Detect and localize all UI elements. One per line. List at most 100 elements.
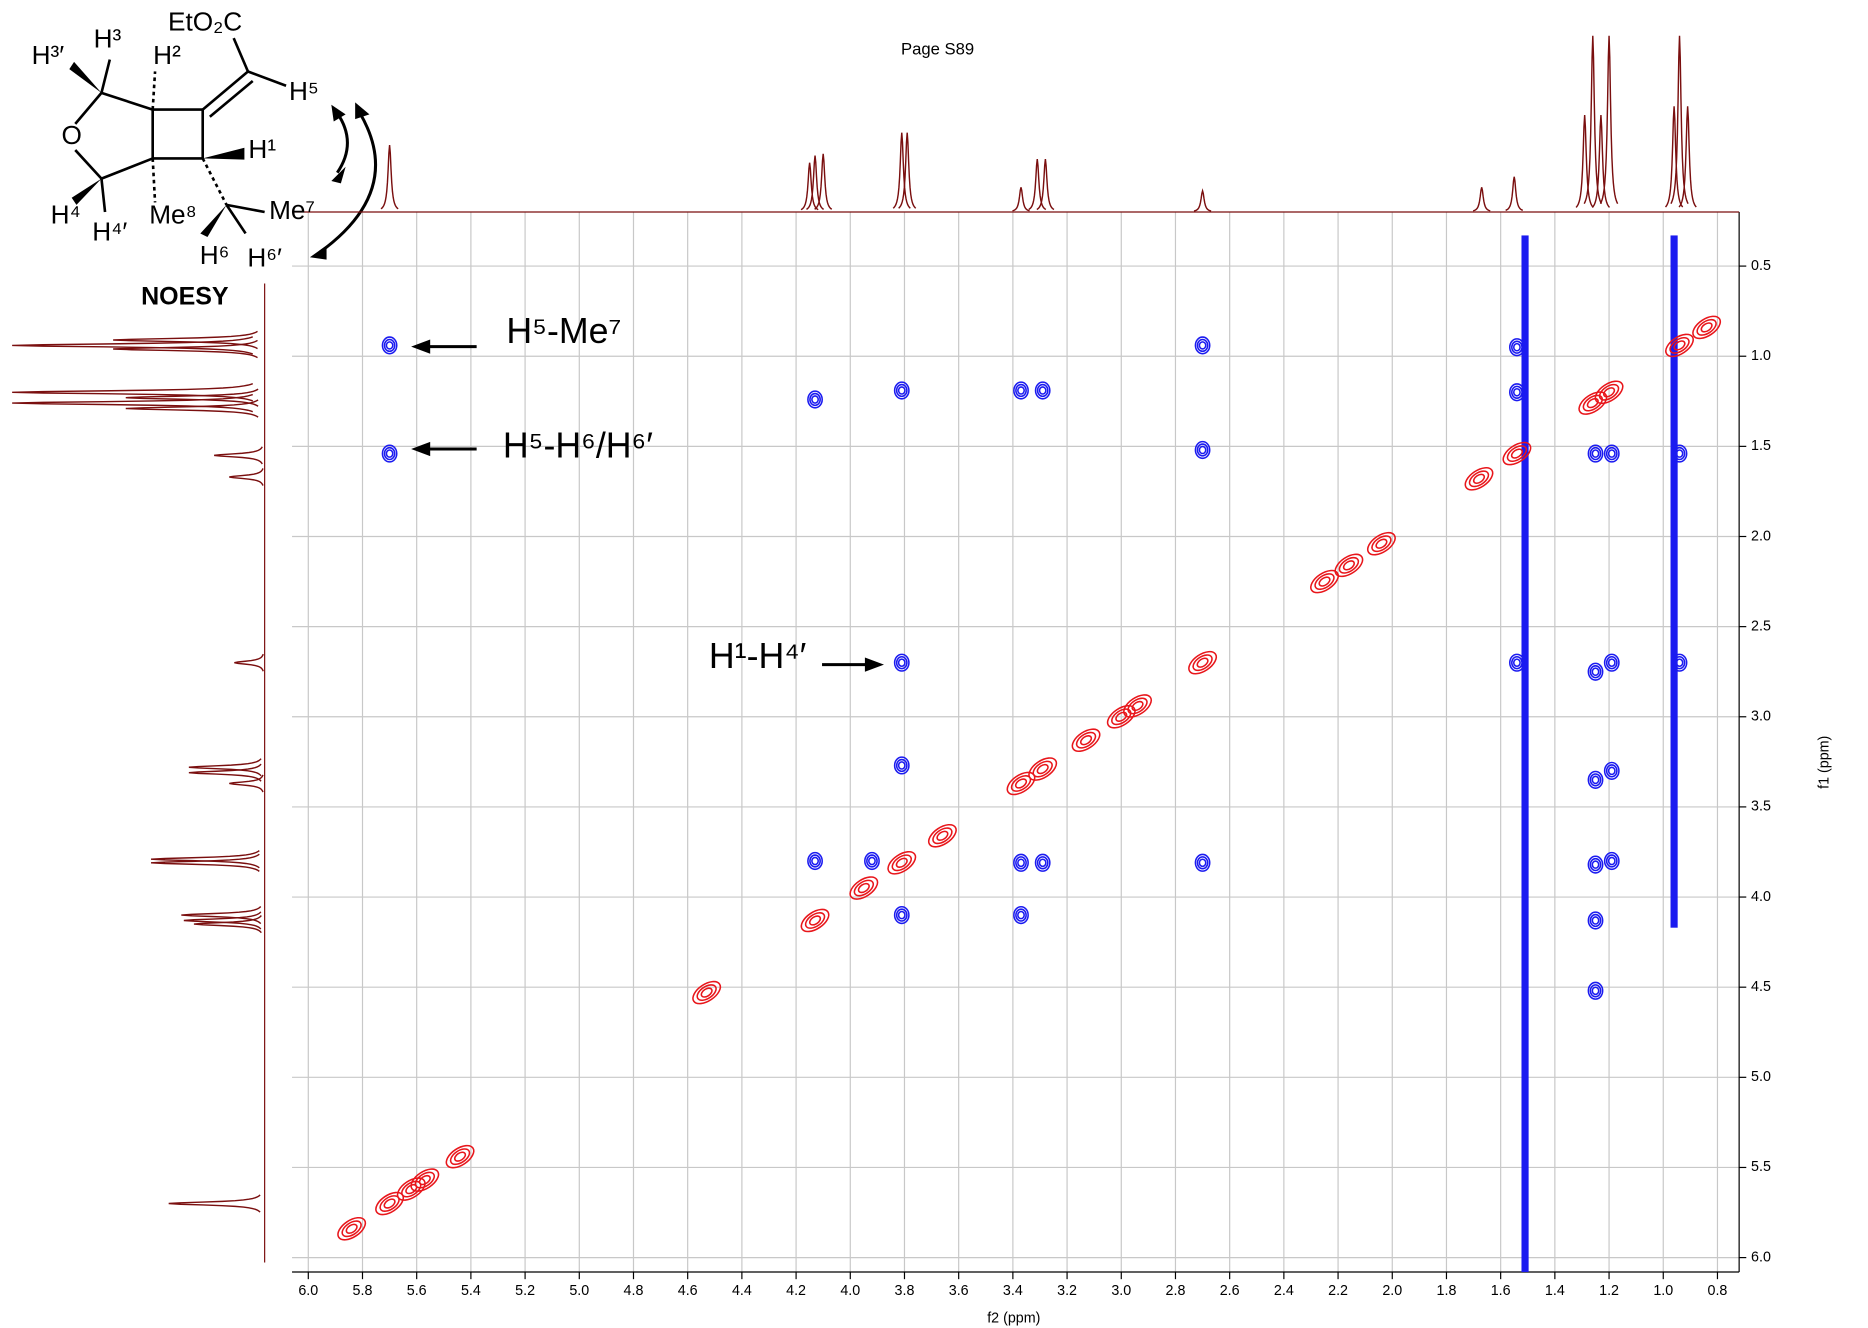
x-tick-label: 5.4	[461, 1283, 481, 1299]
peak	[1603, 851, 1620, 871]
contour	[808, 915, 822, 926]
contour	[1591, 667, 1600, 677]
contour	[1079, 735, 1093, 746]
contour	[1310, 569, 1339, 594]
contour	[341, 1220, 362, 1238]
contour	[1038, 386, 1047, 395]
projection-peak	[1591, 115, 1611, 208]
peak	[800, 908, 830, 933]
y-tick-label: 1.0	[1751, 348, 1771, 364]
bond	[226, 203, 265, 214]
contour	[1671, 444, 1688, 463]
peak	[1587, 981, 1604, 1000]
contour	[1464, 467, 1494, 491]
contour	[1036, 383, 1049, 398]
peak	[1671, 444, 1688, 463]
contour	[383, 446, 396, 461]
contour	[811, 856, 819, 866]
peak	[893, 905, 910, 925]
y-tick-label: 5.5	[1751, 1159, 1771, 1175]
atom-label: Me⁷	[269, 195, 315, 225]
contour	[1587, 770, 1604, 789]
wedge	[200, 204, 227, 238]
projection-peak	[188, 758, 262, 777]
projection-peak	[800, 162, 819, 211]
atom-label: H⁵	[289, 76, 319, 106]
y-tick-label: 0.5	[1751, 258, 1771, 274]
arrow-head	[864, 657, 884, 672]
peak	[1587, 662, 1604, 681]
contour	[1106, 704, 1136, 729]
contour	[1071, 728, 1101, 753]
contour	[1506, 445, 1528, 463]
x-tick-label: 1.6	[1491, 1283, 1511, 1299]
peak	[893, 653, 910, 672]
contour	[1692, 315, 1722, 340]
contour	[1591, 916, 1600, 925]
x-tick-label: 1.2	[1599, 1283, 1619, 1299]
contour	[1017, 910, 1025, 920]
peak	[1366, 531, 1396, 556]
projection-peak	[125, 388, 259, 407]
contour	[1587, 855, 1604, 874]
x-tick-label: 6.0	[298, 1283, 318, 1299]
ridge	[1670, 235, 1678, 928]
contour	[1509, 338, 1525, 357]
contour	[1366, 531, 1396, 556]
x-tick-label: 3.6	[949, 1283, 969, 1299]
contour	[1123, 694, 1153, 718]
contour	[1511, 385, 1523, 399]
y-tick-label: 4.0	[1751, 889, 1771, 905]
atom-label: O	[62, 120, 82, 150]
peak	[1502, 441, 1532, 466]
y-tick-label: 2.5	[1751, 618, 1771, 634]
contour	[1014, 778, 1028, 789]
contour	[1512, 387, 1521, 397]
wedge	[202, 147, 245, 160]
contour	[1589, 984, 1602, 998]
peak	[1123, 694, 1153, 718]
hash-bond	[151, 71, 157, 110]
contour	[1675, 449, 1684, 458]
peak	[893, 381, 910, 400]
hash-bond	[201, 157, 228, 206]
peak	[1587, 911, 1604, 930]
projection-peak	[168, 1194, 261, 1213]
peak	[1071, 728, 1101, 753]
projection-peak	[193, 915, 262, 934]
projection-peak	[183, 911, 262, 930]
peak	[1509, 653, 1525, 672]
peak	[1587, 770, 1604, 789]
projection-peak	[229, 774, 264, 793]
contour	[1696, 318, 1717, 336]
chart-title: Page S89	[901, 39, 974, 58]
contour	[1338, 556, 1360, 574]
bond	[74, 92, 103, 125]
contour	[897, 910, 906, 920]
peak	[1603, 761, 1620, 780]
peak	[1106, 704, 1136, 729]
contour	[811, 395, 819, 404]
contour	[895, 656, 908, 670]
contour	[1603, 851, 1620, 871]
molecule-bonds	[69, 37, 378, 260]
contour	[1587, 911, 1604, 930]
projection-peak	[892, 132, 911, 209]
contour	[1591, 860, 1600, 869]
contour	[1198, 858, 1207, 868]
contour	[1511, 656, 1523, 670]
contour	[1127, 697, 1148, 715]
atom-label: H⁴′	[92, 216, 127, 246]
peak	[1034, 853, 1051, 872]
contour	[1194, 440, 1211, 460]
peak	[1188, 650, 1218, 675]
bond	[101, 91, 154, 111]
y-tick-label: 5.0	[1751, 1069, 1771, 1085]
projection-peak	[113, 330, 258, 350]
peak	[1671, 653, 1688, 672]
contour	[1013, 905, 1029, 925]
contour	[385, 449, 394, 458]
contour	[1607, 658, 1616, 668]
arrow-head	[331, 166, 346, 184]
peak	[1594, 380, 1624, 405]
